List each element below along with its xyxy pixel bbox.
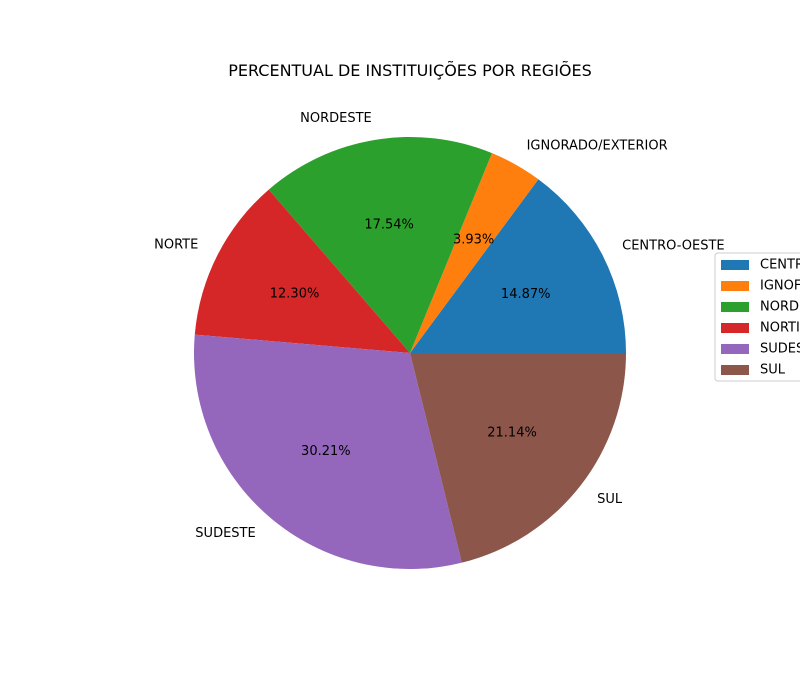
slice-percent-sudeste: 30.21% [301,444,351,459]
slice-percent-centro-oeste: 14.87% [501,287,551,302]
pie-slice-centro-oeste [410,179,626,353]
slice-percent-norte: 12.30% [270,287,320,302]
legend-swatch-nordeste [721,302,749,312]
pie-slice-sul [410,353,626,563]
legend-swatch-sudeste [721,344,749,354]
legend-entry-nordeste: NORD [760,300,799,315]
pie-slice-nordeste [268,136,493,353]
legend-swatch-sul [721,365,749,375]
slice-label-norte: NORTE [154,238,198,253]
slice-percent-sul: 21.14% [487,425,537,440]
legend-swatch-ignorado-exterior [721,281,749,291]
chart-title: PERCENTUAL DE INSTITUIÇÕES POR REGIÕES [228,61,592,80]
slice-label-nordeste: NORDESTE [300,111,372,126]
legend-entry-ignorado-exterior: IGNOF [760,279,800,294]
slice-label-sudeste: SUDESTE [195,526,255,541]
legend: CENTR IGNOF NORD NORTI SUDES SUL [714,252,800,382]
legend-entry-sudeste: SUDES [760,342,800,357]
slice-label-sul: SUL [597,492,623,507]
legend-entry-sul: SUL [760,363,786,378]
slices-layer [194,136,626,569]
legend-entry-norte: NORTI [760,321,800,336]
legend-swatch-centro-oeste [721,260,749,270]
pie-slice-sudeste [194,334,462,569]
legend-swatch-norte [721,323,749,333]
slice-label-centro-oeste: CENTRO-OESTE [622,238,725,253]
slice-percent-nordeste: 17.54% [364,218,414,233]
pie-slice-norte [194,189,410,353]
legend-entry-centro-oeste: CENTR [760,258,800,273]
labels-layer: CENTRO-OESTE 14.87% IGNORADO/EXTERIOR 3.93%… [154,111,725,541]
slice-label-ignorado-exterior: IGNORADO/EXTERIOR [527,138,668,153]
pie-slice-ignorado-exterior [410,153,539,353]
slice-percent-ignorado-exterior: 3.93% [453,233,494,248]
